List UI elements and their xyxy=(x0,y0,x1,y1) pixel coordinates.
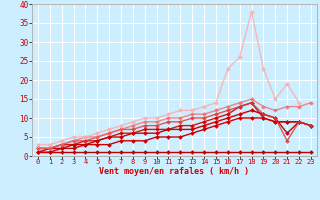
X-axis label: Vent moyen/en rafales ( km/h ): Vent moyen/en rafales ( km/h ) xyxy=(100,167,249,176)
